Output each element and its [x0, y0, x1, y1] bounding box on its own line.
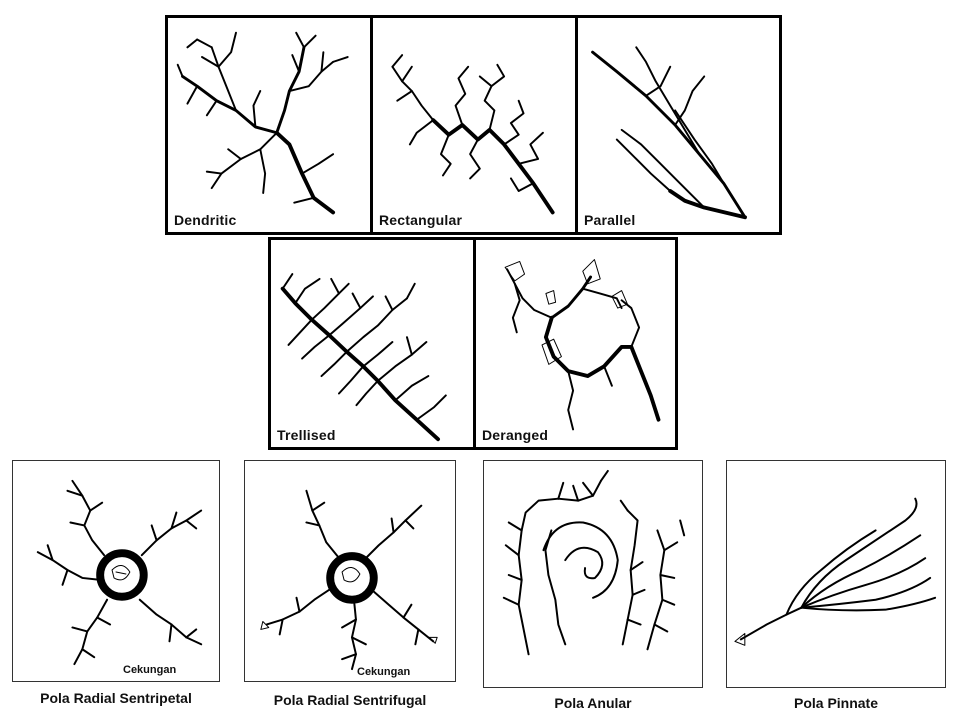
radial-centrifugal-drainage-drawing — [260, 489, 438, 671]
basin-circle — [96, 549, 148, 601]
label-trellised: Trellised — [277, 427, 336, 443]
label-parallel: Parallel — [584, 212, 636, 228]
radial-centripetal-drainage-drawing — [36, 479, 203, 666]
label-dendritic: Dendritic — [174, 212, 237, 228]
pinnate-drainage-drawing — [734, 497, 937, 646]
caption-annular: Pola Anular — [554, 695, 632, 711]
deranged-drainage-drawing — [504, 259, 661, 431]
label-rectangular: Rectangular — [379, 212, 463, 228]
panel-annular: Pola Anular — [483, 460, 703, 711]
panel-trellised: Trellised — [268, 237, 476, 450]
dendritic-drainage-drawing — [176, 31, 349, 215]
label-deranged: Deranged — [482, 427, 549, 443]
annular-drainage-drawing — [502, 469, 686, 656]
parallel-drainage-drawing — [591, 46, 747, 220]
label-cekungan-centrifugal: Cekungan — [357, 666, 411, 678]
caption-radial-centripetal: Pola Radial Sentripetal — [40, 690, 192, 706]
label-cekungan-centripetal: Cekungan — [123, 664, 177, 676]
panel-deranged: Deranged — [473, 237, 678, 450]
trellised-drainage-drawing — [280, 273, 447, 442]
panel-radial-centrifugal: Cekungan — [244, 460, 456, 682]
rectangular-drainage-drawing — [391, 54, 555, 215]
panel-parallel: Parallel — [575, 15, 782, 235]
panel-rectangular: Rectangular — [370, 15, 578, 235]
panel-dendritic: Dendritic — [165, 15, 373, 235]
caption-radial-centrifugal: Pola Radial Sentrifugal — [273, 692, 427, 708]
panel-radial-centripetal: Cekungan — [12, 460, 220, 682]
panel-pinnate: Pola Pinnate — [726, 460, 946, 711]
mountain-circle — [326, 552, 378, 604]
caption-pinnate: Pola Pinnate — [793, 695, 879, 711]
